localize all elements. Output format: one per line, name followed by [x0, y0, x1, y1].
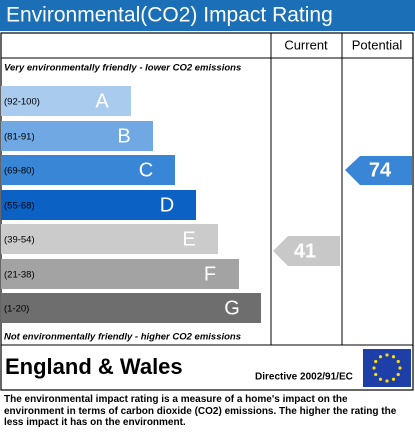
band-range: (81-91) [4, 132, 35, 143]
column-header: Current [284, 37, 328, 52]
flag-star [396, 359, 400, 364]
band-range: (1-20) [4, 304, 29, 315]
band-letter: A [95, 90, 109, 112]
bottom-note: Not environmentally friendly - higher CO… [4, 332, 241, 343]
title: Environmental(CO2) Impact Rating [6, 4, 333, 27]
band [1, 224, 218, 254]
band-letter: B [117, 125, 130, 147]
current-rating: 41 [294, 240, 316, 262]
flag-star [385, 353, 389, 357]
band [1, 86, 131, 116]
band-letter: E [182, 228, 195, 250]
band-letter: G [224, 297, 240, 319]
column-header: Potential [352, 37, 403, 52]
flag-star [385, 379, 389, 383]
footer-text: The environmental impact rating is a mea… [4, 394, 397, 428]
band [1, 155, 175, 185]
rating-chart: Environmental(CO2) Impact Rating Current… [0, 0, 415, 391]
eu-flag [363, 349, 411, 387]
band [1, 190, 196, 220]
band-range: (39-54) [4, 235, 35, 246]
band-letter: C [139, 159, 153, 181]
band-letter: F [204, 263, 216, 285]
flag-star [391, 377, 396, 381]
title-bar [0, 0, 415, 31]
potential-rating: 74 [369, 159, 392, 181]
band-letter: D [160, 194, 174, 216]
band-range: (21-38) [4, 270, 35, 281]
region: England & Wales [5, 354, 183, 379]
flag-star [378, 355, 383, 359]
band [1, 293, 261, 323]
potential-arrow [345, 156, 412, 185]
flag-star [391, 355, 396, 359]
directive: Directive 2002/91/EC [255, 372, 353, 383]
flag-star [372, 366, 376, 370]
flag-star [398, 366, 402, 370]
band-range: (92-100) [4, 97, 40, 108]
band-range: (55-68) [4, 201, 35, 212]
top-note: Very environmentally friendly - lower CO… [4, 63, 241, 74]
band [1, 259, 239, 289]
band-range: (69-80) [4, 166, 35, 177]
flag-star [374, 372, 378, 377]
flag-star [374, 359, 378, 364]
band [1, 121, 153, 151]
flag-star [396, 372, 400, 377]
flag-star [378, 377, 383, 381]
current-arrow [273, 236, 340, 266]
